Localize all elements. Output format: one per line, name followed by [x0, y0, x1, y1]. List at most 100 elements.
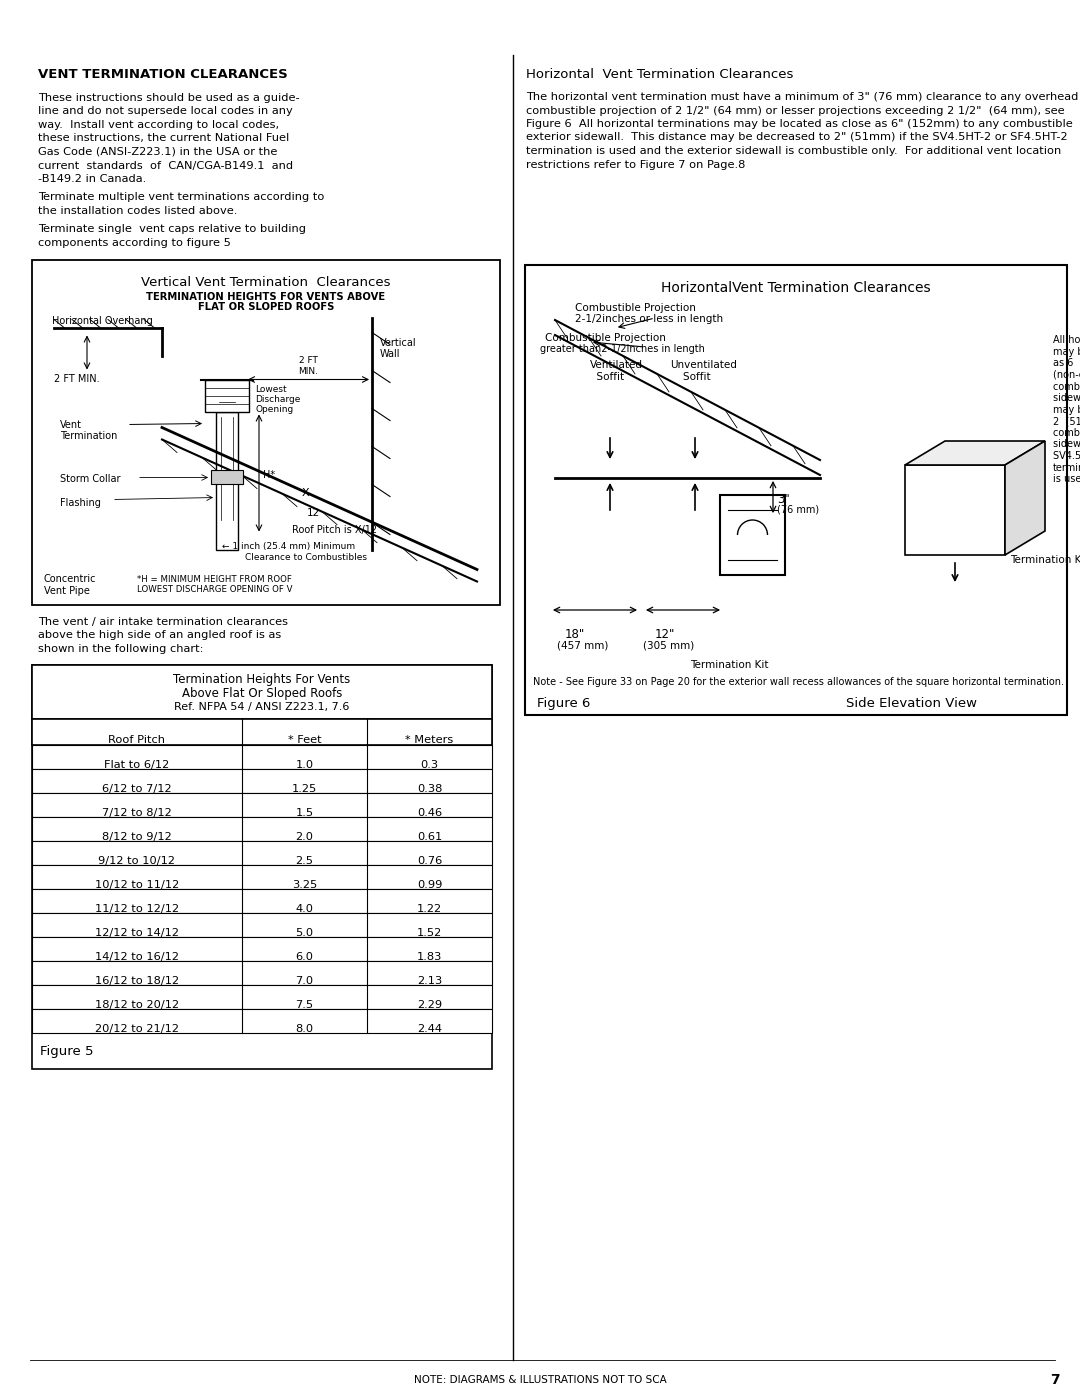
Text: NOTE: DIAGRAMS & ILLUSTRATIONS NOT TO SCA: NOTE: DIAGRAMS & ILLUSTRATIONS NOT TO SC… [414, 1375, 666, 1384]
Text: 12: 12 [307, 507, 321, 517]
Bar [211, 469, 243, 483]
Text: 6.0: 6.0 [296, 951, 313, 963]
Text: shown in the following chart:: shown in the following chart: [38, 644, 203, 654]
Text: way.  Install vent according to local codes,: way. Install vent according to local cod… [38, 120, 279, 130]
Text: Figure 6  All horizontal terminations may be located as close as 6" (152mm) to a: Figure 6 All horizontal terminations may… [526, 119, 1072, 129]
Text: 1.25: 1.25 [292, 784, 318, 793]
Text: -B149.2 in Canada.: -B149.2 in Canada. [38, 175, 146, 184]
Text: the installation codes listed above.: the installation codes listed above. [38, 205, 238, 217]
Bar [32, 793, 492, 817]
Text: ← 1 inch (25.4 mm) Minimum: ← 1 inch (25.4 mm) Minimum [222, 542, 355, 550]
Text: * Meters: * Meters [405, 735, 454, 745]
Text: (457 mm): (457 mm) [557, 640, 608, 650]
Text: 2.29: 2.29 [417, 1000, 442, 1010]
Bar [525, 265, 1067, 715]
Bar [32, 260, 500, 605]
Bar [216, 412, 238, 549]
Text: (76 mm): (76 mm) [777, 504, 819, 514]
Text: *H = MINIMUM HEIGHT FROM ROOF
LOWEST DISCHARGE OPENING OF V: *H = MINIMUM HEIGHT FROM ROOF LOWEST DIS… [137, 574, 293, 594]
Text: TERMINATION HEIGHTS FOR VENTS ABOVE: TERMINATION HEIGHTS FOR VENTS ABOVE [147, 292, 386, 303]
Text: Roof Pitch is X/12: Roof Pitch is X/12 [292, 524, 377, 535]
Polygon shape [1005, 441, 1045, 555]
Bar [720, 495, 785, 576]
Text: Figure 6: Figure 6 [537, 697, 591, 710]
Text: 2 FT MIN.: 2 FT MIN. [54, 374, 99, 384]
Text: 7.0: 7.0 [296, 977, 313, 986]
Text: H*: H* [264, 469, 275, 479]
Text: X: X [302, 488, 310, 497]
Text: line and do not supersede local codes in any: line and do not supersede local codes in… [38, 106, 293, 116]
Text: 1.83: 1.83 [417, 951, 442, 963]
Text: exterior sidewall.  This distance may be decreased to 2" (51mm) if the SV4.5HT-2: exterior sidewall. This distance may be … [526, 133, 1068, 142]
Text: these instructions, the current National Fuel: these instructions, the current National… [38, 134, 289, 144]
Text: 1.52: 1.52 [417, 928, 442, 937]
Text: 3.25: 3.25 [292, 880, 318, 890]
Bar [32, 985, 492, 1009]
Text: 0.61: 0.61 [417, 833, 442, 842]
Text: 2.13: 2.13 [417, 977, 442, 986]
Text: greater than2-1/2inches in length: greater than2-1/2inches in length [540, 344, 705, 353]
Text: Concentric
Vent Pipe: Concentric Vent Pipe [44, 574, 96, 597]
Text: Ventilated
  Soffit: Ventilated Soffit [590, 360, 643, 381]
Text: components according to figure 5: components according to figure 5 [38, 237, 231, 249]
Text: Vertical
Wall: Vertical Wall [380, 338, 417, 359]
Text: Vent
Termination: Vent Termination [60, 419, 118, 441]
Polygon shape [905, 441, 1045, 465]
Bar [32, 665, 492, 719]
Text: Figure 5: Figure 5 [40, 1045, 94, 1058]
Text: These instructions should be used as a guide-: These instructions should be used as a g… [38, 94, 299, 103]
Bar [32, 665, 492, 1069]
Bar [32, 841, 492, 865]
Bar [905, 465, 1005, 555]
Text: Combustible Projection: Combustible Projection [575, 303, 696, 313]
Text: 2 FT
MIN.: 2 FT MIN. [298, 356, 318, 376]
Text: above the high side of an angled roof is as: above the high side of an angled roof is… [38, 630, 281, 640]
Text: Vertical Vent Termination  Clearances: Vertical Vent Termination Clearances [141, 275, 391, 289]
Bar [32, 768, 492, 793]
Bar [32, 937, 492, 961]
Text: Note - See Figure 33 on Page 20 for the exterior wall recess allowances of the s: Note - See Figure 33 on Page 20 for the … [534, 678, 1064, 687]
Bar [32, 817, 492, 841]
Text: 11/12 to 12/12: 11/12 to 12/12 [95, 904, 179, 914]
Bar [32, 888, 492, 914]
Text: Unventilated
    Soffit: Unventilated Soffit [670, 360, 737, 381]
Text: Flashing: Flashing [60, 497, 100, 507]
Text: HorizontalVent Termination Clearances: HorizontalVent Termination Clearances [661, 281, 931, 295]
Text: 20/12 to 21/12: 20/12 to 21/12 [95, 1024, 179, 1034]
Text: 0.99: 0.99 [417, 880, 442, 890]
Text: * Feet: * Feet [287, 735, 322, 745]
Text: Flat to 6/12: Flat to 6/12 [105, 760, 170, 770]
Text: Lowest
Discharge
Opening: Lowest Discharge Opening [255, 384, 300, 415]
Text: 2.0: 2.0 [296, 833, 313, 842]
Text: Horizontal  Vent Termination Clearances: Horizontal Vent Termination Clearances [526, 68, 794, 81]
Text: 5.0: 5.0 [296, 928, 313, 937]
Text: 1.0: 1.0 [296, 760, 313, 770]
Text: Side Elevation View: Side Elevation View [846, 697, 977, 710]
Text: 14/12 to 16/12: 14/12 to 16/12 [95, 951, 179, 963]
Text: Combustible Projection: Combustible Projection [545, 332, 666, 344]
Text: 1.5: 1.5 [296, 807, 313, 819]
Text: Ref. NFPA 54 / ANSI Z223.1, 7.6: Ref. NFPA 54 / ANSI Z223.1, 7.6 [174, 703, 350, 712]
Text: 12": 12" [654, 629, 675, 641]
Text: The vent / air intake termination clearances: The vent / air intake termination cleara… [38, 616, 288, 626]
Text: 7: 7 [1051, 1373, 1059, 1387]
Bar [32, 719, 492, 745]
Text: 0.76: 0.76 [417, 856, 442, 866]
Text: (305 mm): (305 mm) [643, 640, 694, 650]
Text: 2-1/2inches or less in length: 2-1/2inches or less in length [575, 314, 724, 324]
Bar [32, 865, 492, 888]
Text: 0.3: 0.3 [420, 760, 438, 770]
Text: VENT TERMINATION CLEARANCES: VENT TERMINATION CLEARANCES [38, 68, 287, 81]
Text: All horizontal terminations
may be located as close
as 6  (152mm) to any
(non-co: All horizontal terminations may be locat… [1053, 335, 1080, 485]
Bar [32, 1009, 492, 1032]
Text: combustible projection of 2 1/2" (64 mm) or lesser projections exceeding 2 1/2" : combustible projection of 2 1/2" (64 mm)… [526, 106, 1065, 116]
Text: 18": 18" [565, 629, 585, 641]
Text: 0.38: 0.38 [417, 784, 442, 793]
Text: FLAT OR SLOPED ROOFS: FLAT OR SLOPED ROOFS [198, 303, 334, 313]
Text: Termination Kit: Termination Kit [690, 659, 769, 671]
Text: 8.0: 8.0 [296, 1024, 313, 1034]
Bar [32, 914, 492, 937]
Text: 9/12 to 10/12: 9/12 to 10/12 [98, 856, 175, 866]
Text: Termination Kit: Termination Kit [1010, 555, 1080, 564]
Text: 2.5: 2.5 [296, 856, 313, 866]
